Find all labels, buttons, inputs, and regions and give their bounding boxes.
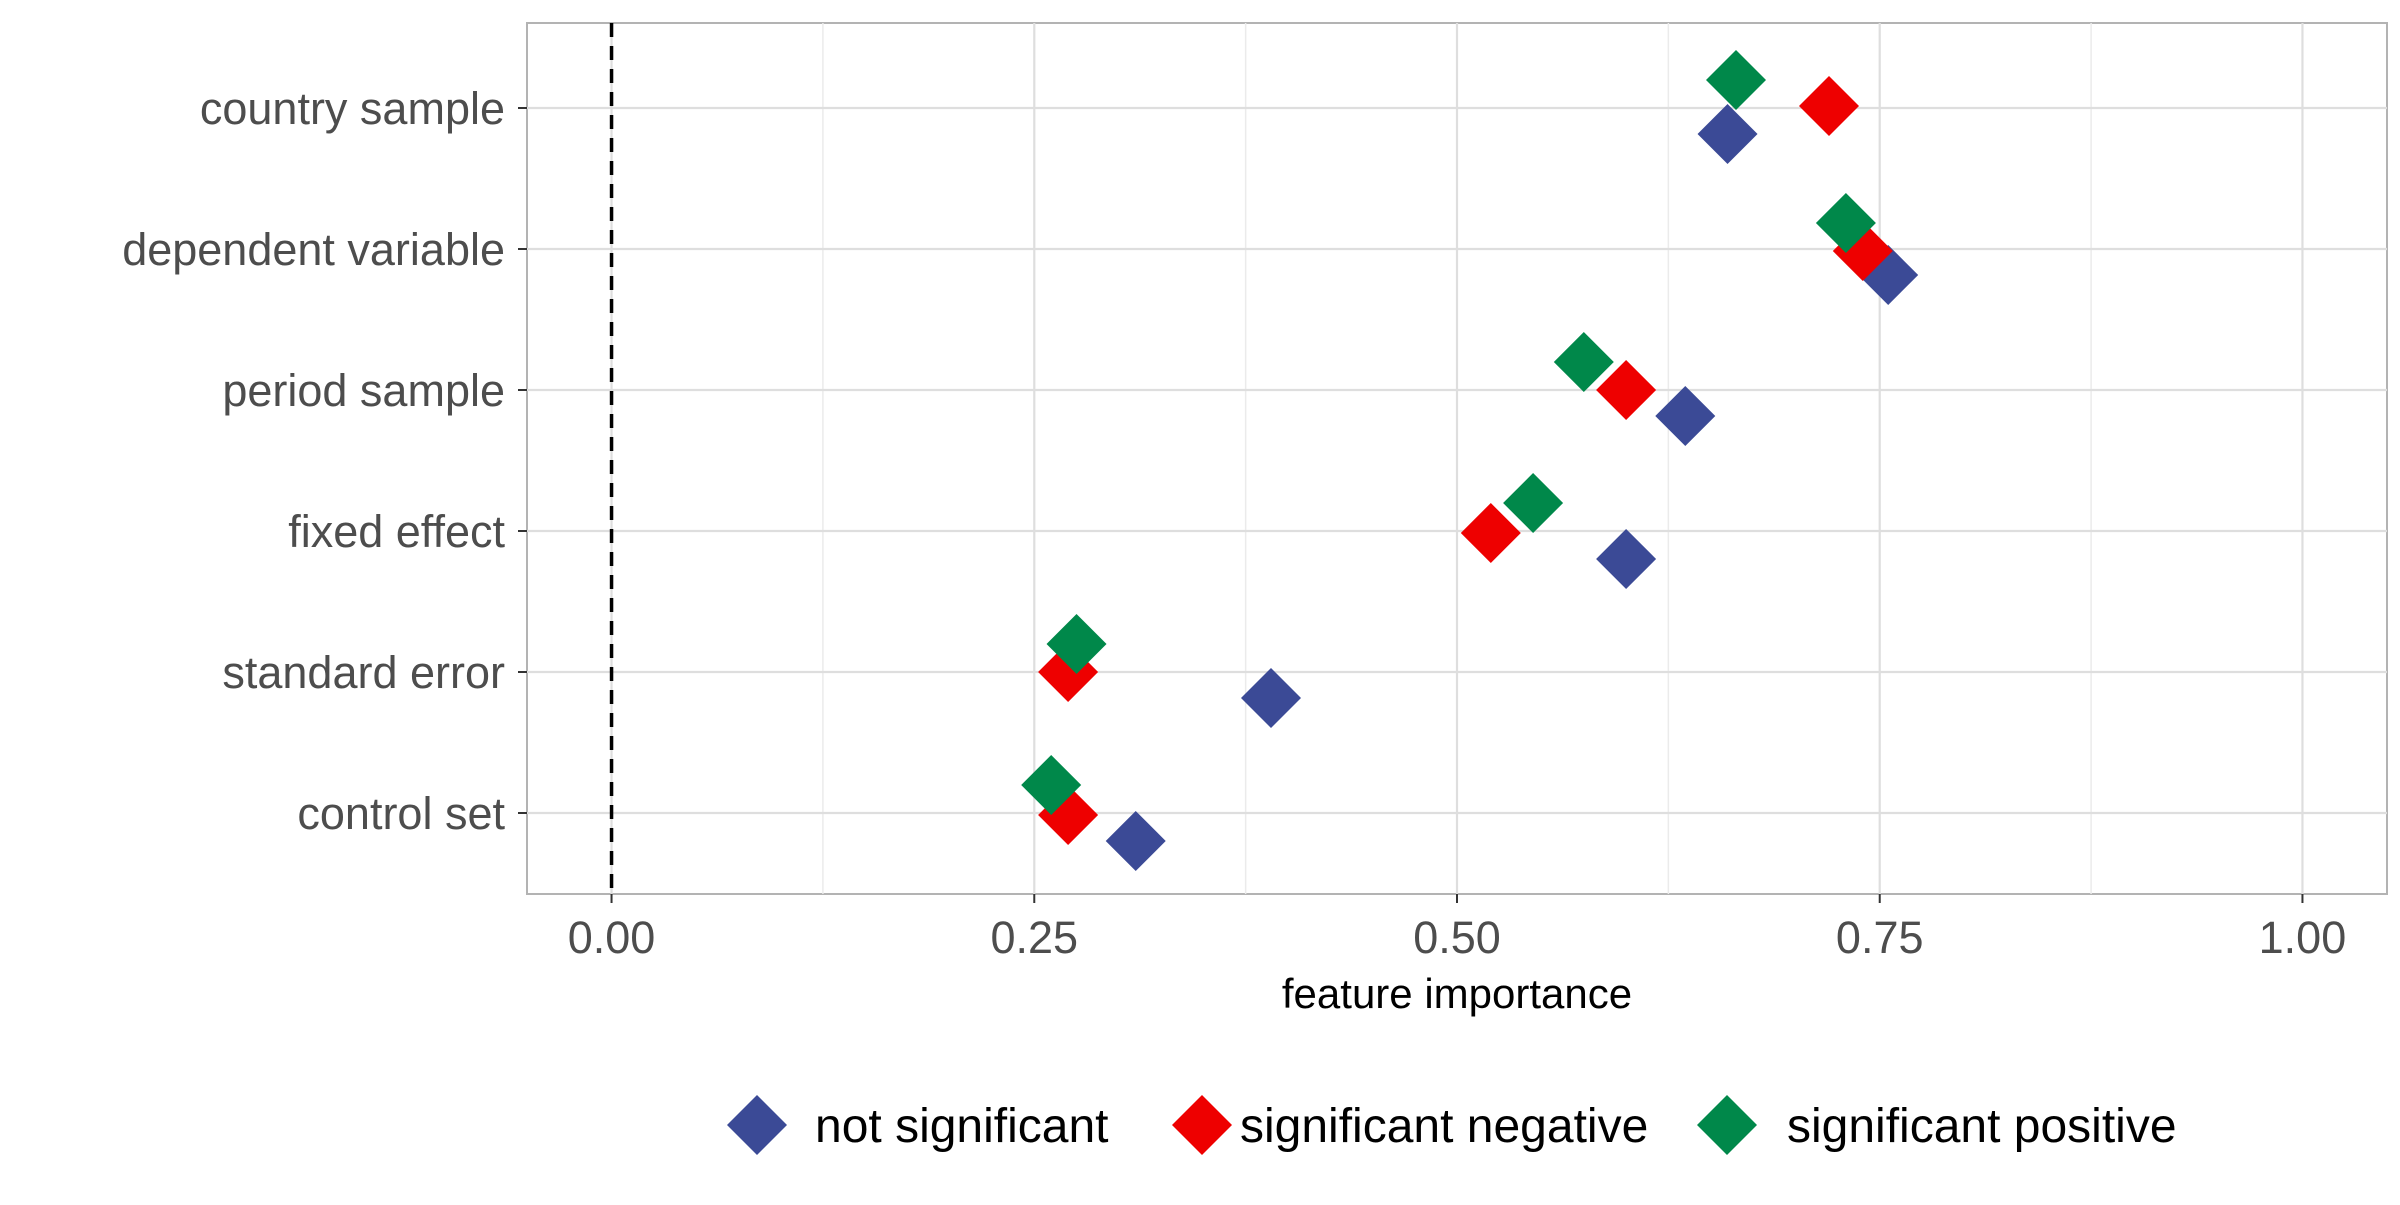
x-tick-label: 0.00 [568,912,656,963]
legend-item: not significant [727,1095,1109,1155]
legend-label: not significant [815,1100,1109,1153]
x-axis-title: feature importance [1282,970,1632,1017]
x-tick-label: 1.00 [2259,912,2347,963]
data-point [1815,193,1876,253]
y-tick-label: country sample [200,83,505,134]
y-tick-label: fixed effect [288,506,505,557]
y-tick-label: standard error [222,647,505,698]
data-point [1460,503,1521,563]
data-point [1706,50,1766,110]
y-axis: country sample dependent variable period s… [122,83,527,839]
legend: not significant significant negative signi… [727,1095,2177,1155]
data-point [1021,755,1082,815]
major-gridlines [527,23,2387,894]
legend-key [1172,1095,1232,1155]
data-point [1596,529,1657,589]
legend-label: significant positive [1787,1100,2177,1153]
data-point [1553,332,1614,392]
data-points [1021,50,1919,871]
legend-key [1697,1095,1757,1155]
y-tick-label: control set [297,788,505,839]
data-point [1799,76,1859,136]
data-point [1241,668,1301,728]
data-point [1503,473,1564,533]
legend-item: significant negative [1172,1095,1648,1155]
data-point [1596,360,1657,420]
legend-label: significant negative [1240,1100,1648,1153]
x-tick-label: 0.25 [990,912,1078,963]
x-tick-label: 0.75 [1836,912,1924,963]
x-axis: 0.00 0.25 0.50 0.75 1.00 [568,894,2347,963]
minor-gridlines [822,23,2092,894]
y-tick-label: dependent variable [122,224,505,275]
x-tick-label: 0.50 [1413,912,1501,963]
legend-item: significant positive [1697,1095,2177,1155]
data-point [1697,104,1758,164]
data-point [1655,386,1716,446]
data-point [1105,811,1166,871]
data-point [1046,614,1107,674]
y-tick-label: period sample [222,365,505,416]
legend-key [727,1095,787,1155]
